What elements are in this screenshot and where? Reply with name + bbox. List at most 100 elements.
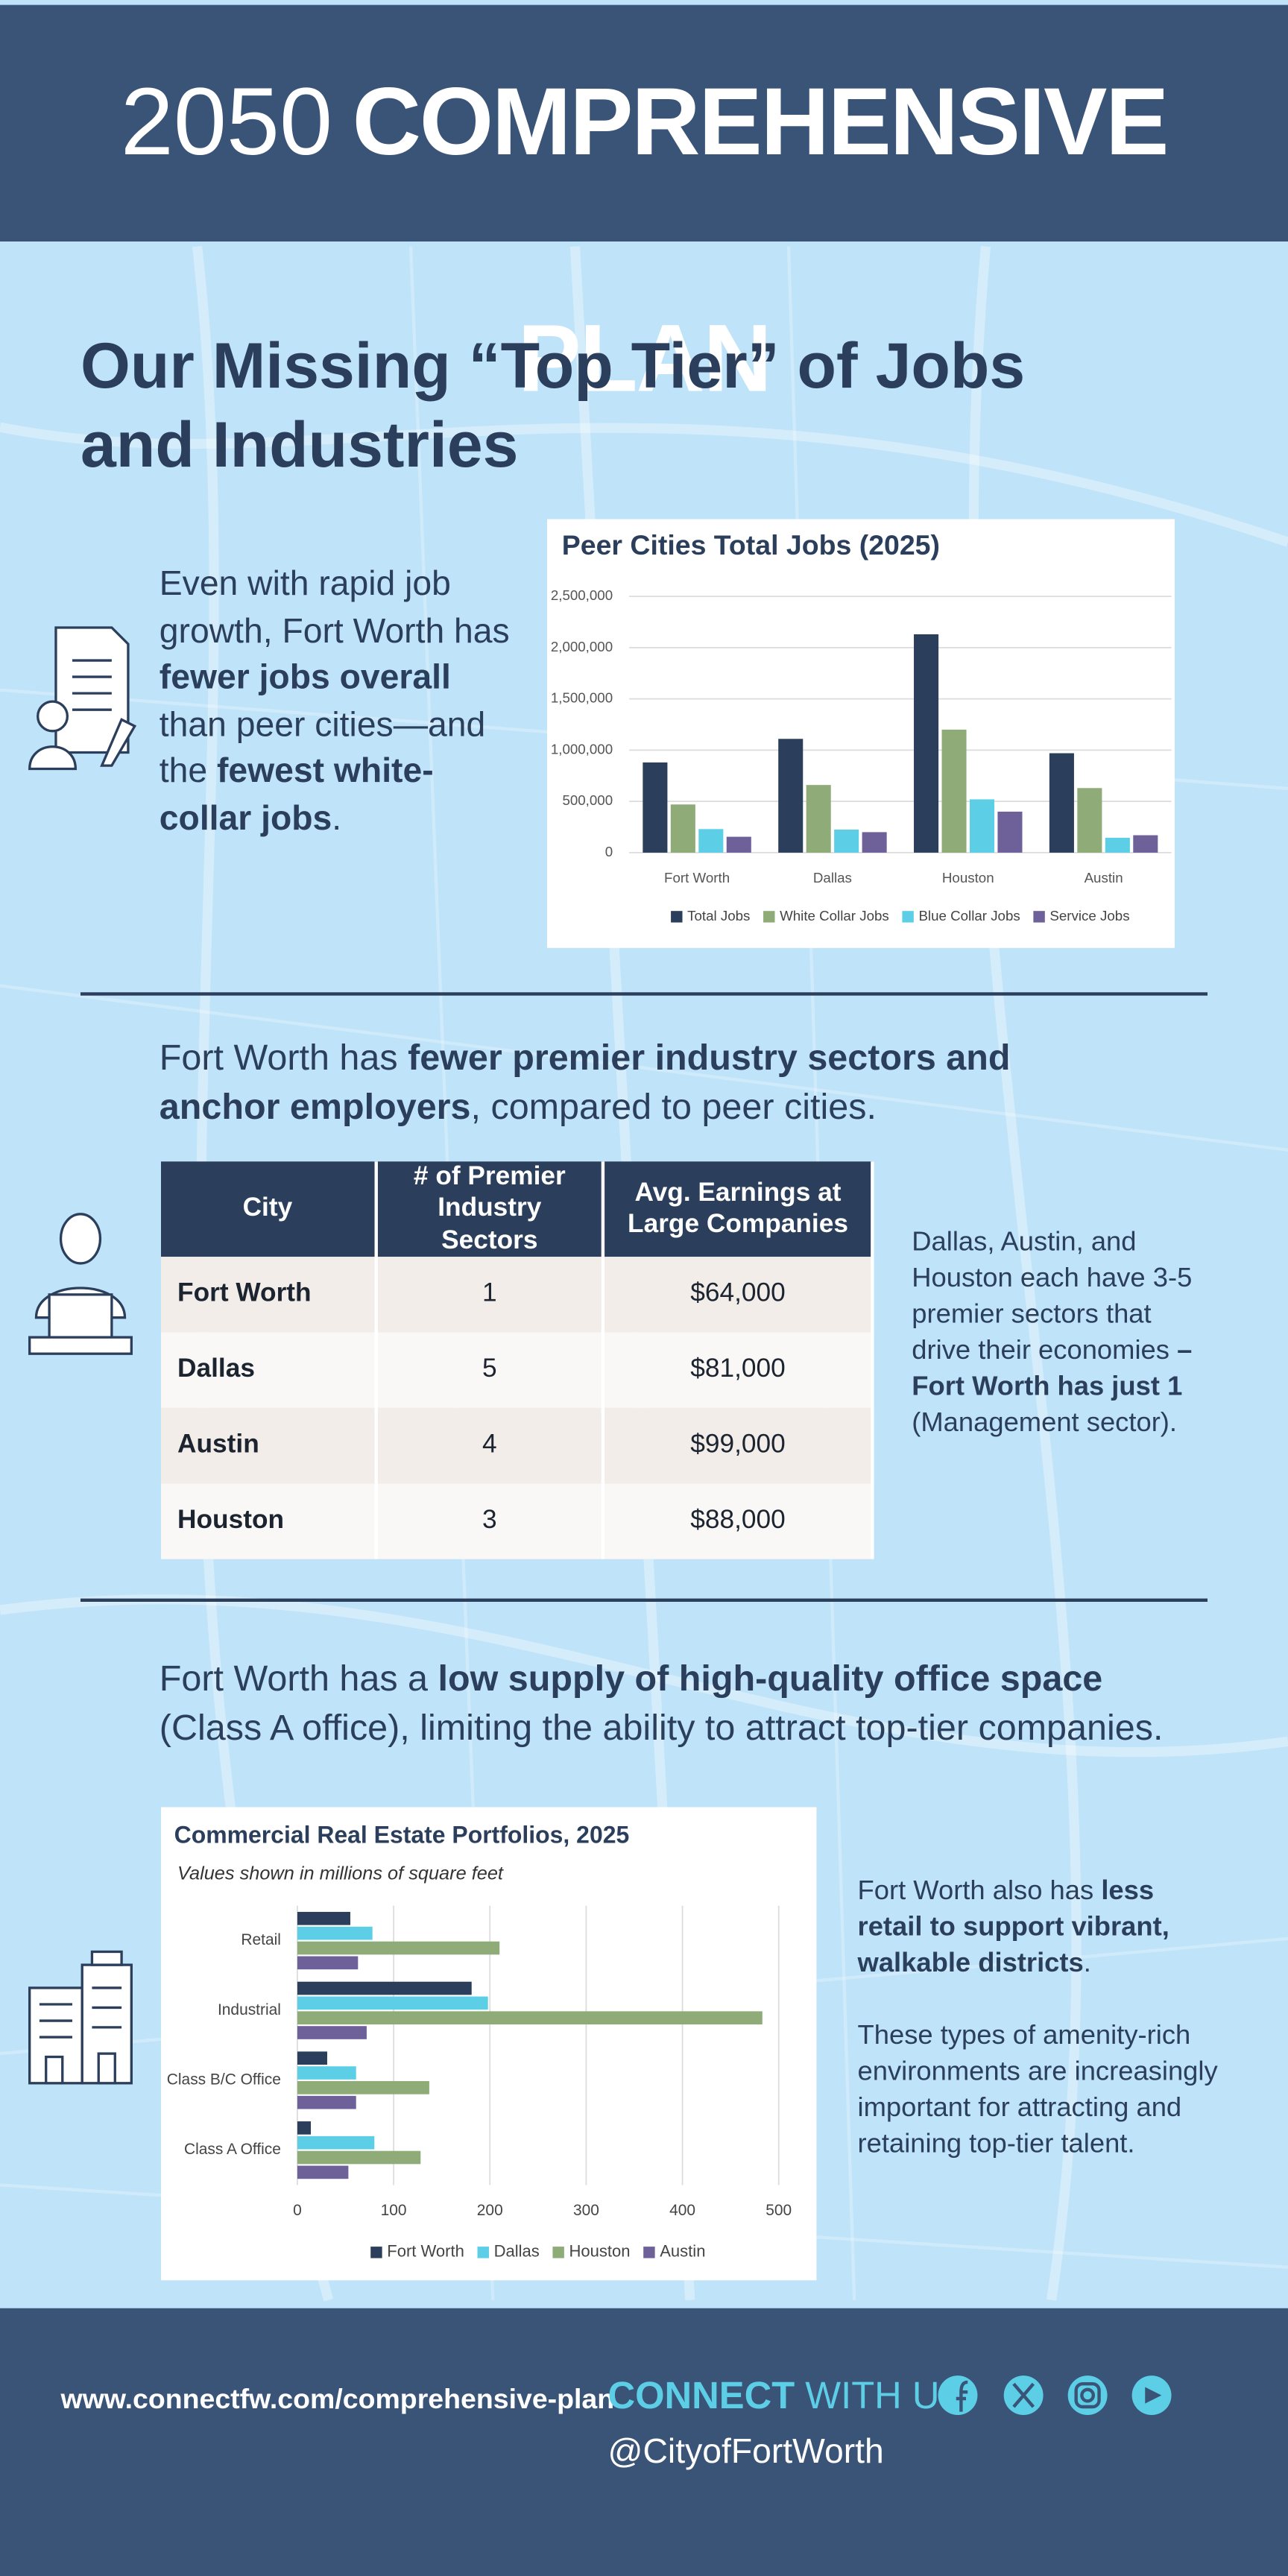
divider xyxy=(80,992,1208,996)
bar xyxy=(914,634,939,853)
bar xyxy=(643,762,668,853)
text: . xyxy=(1083,1948,1091,1978)
x-tick-label: 100 xyxy=(381,2202,407,2219)
chart-title: Commercial Real Estate Portfolios, 2025 xyxy=(174,1822,630,1849)
chart-title: Peer Cities Total Jobs (2025) xyxy=(562,529,940,561)
bar xyxy=(969,799,995,853)
table-cell: $88,000 xyxy=(603,1483,874,1559)
social-icons xyxy=(938,2375,1172,2416)
legend-label: Total Jobs xyxy=(687,908,750,924)
text: . xyxy=(332,799,342,837)
sectors-table: City # of Premier Industry Sectors Avg. Ea… xyxy=(161,1161,874,1559)
facebook-icon[interactable] xyxy=(938,2375,978,2416)
table-cell: Austin xyxy=(161,1407,378,1484)
table-header: # of Premier Industry Sectors xyxy=(376,1161,605,1257)
header-title: COMPREHENSIVE PLAN xyxy=(352,69,1169,413)
bold-text: fewest white-collar jobs xyxy=(159,752,434,837)
legend-swatch xyxy=(477,2247,489,2258)
table-row: Austin 4 $99,000 xyxy=(161,1407,874,1484)
real-estate-chart-card: Commercial Real Estate Portfolios, 2025 V… xyxy=(161,1807,817,2281)
header-year: 2050 xyxy=(120,69,333,176)
y-tick-label: 0 xyxy=(605,844,613,859)
table-cell: Fort Worth xyxy=(161,1257,378,1333)
header: 2050 COMPREHENSIVE PLAN xyxy=(0,4,1288,412)
bold-text: – Fort Worth has just 1 xyxy=(912,1335,1193,1402)
bar xyxy=(997,811,1023,853)
table-header: City xyxy=(161,1161,378,1257)
buildings-icon xyxy=(28,1950,133,2085)
legend-label: White Collar Jobs xyxy=(780,908,889,924)
legend-swatch xyxy=(902,911,914,923)
x-tick-label: 500 xyxy=(765,2202,792,2219)
bar xyxy=(834,829,859,853)
sectors-note: Dallas, Austin, and Houston each have 3-… xyxy=(912,1224,1208,1441)
table-cell: $64,000 xyxy=(603,1257,874,1333)
real-estate-chart: Commercial Real Estate Portfolios, 2025 V… xyxy=(167,1822,792,2261)
table-cell: Dallas xyxy=(161,1332,378,1408)
legend: Total Jobs White Collar Jobs Blue Collar J… xyxy=(671,908,1130,924)
y-tick-label: 1,500,000 xyxy=(551,690,613,706)
x-tick-label: Fort Worth xyxy=(664,870,730,886)
legend-swatch xyxy=(552,2247,564,2258)
bar xyxy=(778,739,804,853)
footer: www.connectfw.com/comprehensive-plan CON… xyxy=(0,2308,1288,2576)
x-tick-label: 200 xyxy=(477,2202,503,2219)
bar xyxy=(297,1956,359,1970)
bar xyxy=(297,2121,312,2135)
jobs-text: Even with rapid job growth, Fort Worth h… xyxy=(160,562,513,843)
legend-swatch xyxy=(1033,911,1045,923)
legend-swatch xyxy=(370,2247,382,2258)
bold-text: fewer jobs overall xyxy=(159,658,451,697)
retail-notes: Fort Worth also has less retail to suppo… xyxy=(858,1873,1222,2162)
text: than peer cities—and the xyxy=(159,705,486,791)
y-tick-label: 2,000,000 xyxy=(551,639,613,654)
handle: @CityofFortWorth xyxy=(607,2433,884,2471)
legend-swatch xyxy=(671,911,683,923)
legend-swatch xyxy=(763,911,775,923)
table-cell: Houston xyxy=(161,1483,378,1559)
bar xyxy=(297,2165,349,2179)
bar xyxy=(297,2066,356,2080)
divider xyxy=(80,1598,1208,1602)
bar xyxy=(297,1926,373,1940)
text: Fort Worth has a xyxy=(159,1657,438,1699)
y-tick-label: Industrial xyxy=(218,2001,281,2018)
legend-label: Austin xyxy=(660,2242,705,2261)
bar xyxy=(297,2135,375,2150)
bar xyxy=(297,2095,356,2109)
talent-note: These types of amenity-rich environments… xyxy=(857,2021,1218,2159)
y-tick-label: Class B/C Office xyxy=(167,2071,281,2088)
text: Fort Worth has xyxy=(159,1036,408,1078)
table-cell: $81,000 xyxy=(603,1332,874,1408)
text: (Management sector). xyxy=(912,1407,1178,1438)
legend-swatch xyxy=(643,2247,655,2258)
bar xyxy=(297,2150,421,2165)
table-header: Avg. Earnings at Large Companies xyxy=(603,1161,874,1257)
chart-subtitle: Values shown in millions of square feet xyxy=(177,1863,504,1884)
x-tick-label: 0 xyxy=(293,2202,302,2219)
x-tick-label: 300 xyxy=(573,2202,599,2219)
connect-line: CONNECT WITH US. xyxy=(608,2374,976,2419)
table-cell: 3 xyxy=(376,1483,605,1559)
x-tick-label: Dallas xyxy=(813,870,852,886)
footer-url[interactable]: www.connectfw.com/comprehensive-plan xyxy=(60,2384,615,2416)
table-cell: 5 xyxy=(376,1332,605,1408)
y-tick-label: 500,000 xyxy=(562,792,613,808)
text: Fort Worth also has xyxy=(857,1876,1102,1906)
y-tick-label: 2,500,000 xyxy=(551,587,613,603)
text: Dallas, Austin, and Houston each have 3-… xyxy=(912,1227,1193,1366)
text: Even with rapid job growth, Fort Worth h… xyxy=(159,565,510,650)
table-header-row: City # of Premier Industry Sectors Avg. Ea… xyxy=(161,1161,874,1257)
bar xyxy=(297,1941,500,1955)
instagram-icon[interactable] xyxy=(1067,2375,1108,2416)
sectors-text: Fort Worth has fewer premier industry se… xyxy=(160,1033,1112,1131)
bar xyxy=(297,2051,327,2065)
legend-label: Blue Collar Jobs xyxy=(918,908,1020,924)
bar xyxy=(297,2026,367,2039)
headline: Our Missing “Top Tier” of Jobs and Indus… xyxy=(80,332,1026,482)
bar xyxy=(806,785,831,853)
bar xyxy=(670,804,695,853)
bold-text: fewer premier industry sectors and ancho… xyxy=(159,1036,1011,1128)
